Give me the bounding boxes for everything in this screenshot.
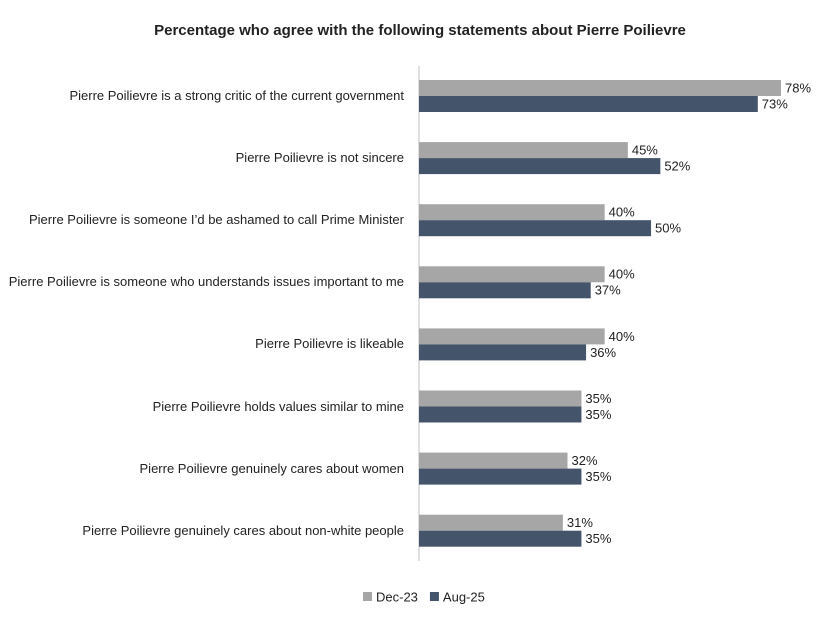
value-label: 45% (632, 143, 658, 158)
legend-swatch (363, 592, 372, 601)
value-label: 50% (655, 221, 681, 236)
value-label: 73% (762, 96, 788, 111)
value-label: 35% (585, 407, 611, 422)
legend-label: Aug-25 (443, 589, 485, 604)
value-label: 40% (609, 329, 635, 344)
bar (419, 80, 781, 96)
bar (419, 266, 605, 283)
chart-title: Percentage who agree with the following … (154, 22, 686, 39)
category-label: Pierre Poilievre genuinely cares about w… (139, 460, 404, 476)
value-label: 32% (572, 453, 598, 468)
value-label: 52% (664, 159, 690, 174)
value-label: 35% (585, 391, 611, 406)
bar (419, 452, 568, 469)
bar (419, 142, 628, 159)
bar (419, 96, 758, 112)
category-label: Pierre Poilievre genuinely cares about n… (82, 522, 404, 538)
legend-label: Dec-23 (376, 589, 418, 604)
category-label: Pierre Poilievre holds values similar to… (152, 398, 404, 414)
bar (419, 158, 661, 175)
bar (419, 220, 652, 237)
value-label: 36% (590, 345, 616, 360)
category-label: Pierre Poilievre is a strong critic of t… (69, 88, 404, 103)
bar (419, 328, 605, 345)
value-label: 31% (567, 515, 593, 530)
bar (419, 514, 563, 531)
category-label: Pierre Poilievre is not sincere (235, 150, 404, 166)
category-label: Pierre Poilievre is someone who understa… (8, 274, 404, 290)
category-label: Pierre Poilievre is likeable (255, 336, 404, 352)
legend-swatch (429, 592, 439, 601)
category-label: Pierre Poilievre is someone I’d be asham… (29, 212, 404, 228)
bar (419, 406, 582, 423)
bar (419, 530, 582, 547)
bar (419, 344, 587, 361)
value-label: 37% (595, 283, 621, 298)
value-label: 35% (585, 469, 611, 484)
bar (419, 204, 605, 221)
value-label: 40% (609, 267, 635, 282)
bar (419, 390, 582, 407)
value-label: 78% (785, 80, 811, 95)
bar (419, 468, 582, 485)
value-label: 35% (585, 531, 611, 546)
value-label: 40% (609, 205, 635, 220)
bar (419, 282, 591, 299)
